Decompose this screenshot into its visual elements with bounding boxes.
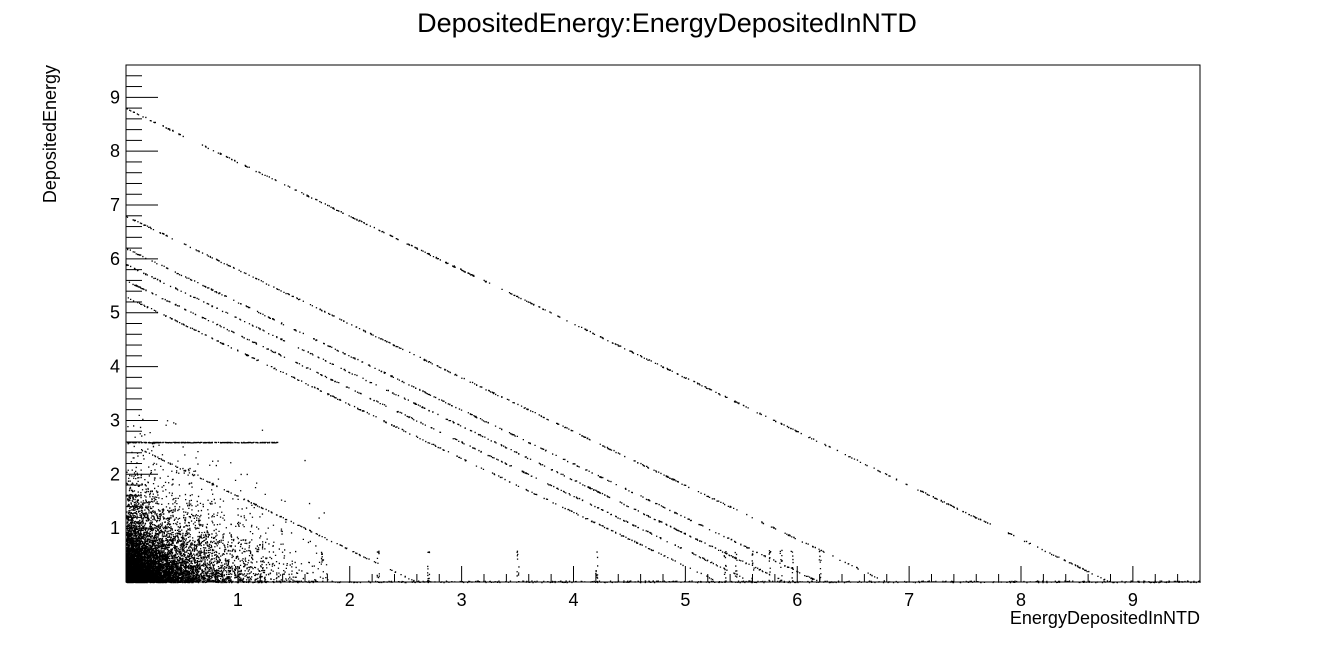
y-axis-label: DepositedEnergy — [40, 65, 60, 203]
scatter-points — [126, 108, 1201, 584]
x-tick-label: 2 — [345, 590, 355, 610]
y-tick-label: 4 — [110, 357, 120, 377]
axis-ticks — [125, 64, 1201, 583]
x-tick-label: 8 — [1016, 590, 1026, 610]
y-tick-label: 5 — [110, 303, 120, 323]
y-tick-label: 2 — [110, 464, 120, 484]
y-tick-label: 6 — [110, 249, 120, 269]
x-tick-label: 4 — [568, 590, 578, 610]
y-tick-label: 9 — [110, 87, 120, 107]
data-points — [126, 108, 1201, 584]
x-tick-label: 6 — [792, 590, 802, 610]
x-tick-label: 9 — [1128, 590, 1138, 610]
x-tick-label: 3 — [457, 590, 467, 610]
y-tick-label: 7 — [110, 195, 120, 215]
x-tick-label: 1 — [233, 590, 243, 610]
y-tick-label: 1 — [110, 518, 120, 538]
x-tick-label: 5 — [680, 590, 690, 610]
y-tick-label: 3 — [110, 410, 120, 430]
x-tick-label: 7 — [904, 590, 914, 610]
x-axis-label: EnergyDepositedInNTD — [1010, 608, 1200, 628]
plot-frame — [125, 64, 1201, 583]
chart-title: DepositedEnergy:EnergyDepositedInNTD — [417, 8, 917, 38]
tick-labels: 1 2 3 4 5 6 7 8 9 1 2 3 4 5 6 7 8 9 — [110, 87, 1138, 610]
y-tick-label: 8 — [110, 141, 120, 161]
